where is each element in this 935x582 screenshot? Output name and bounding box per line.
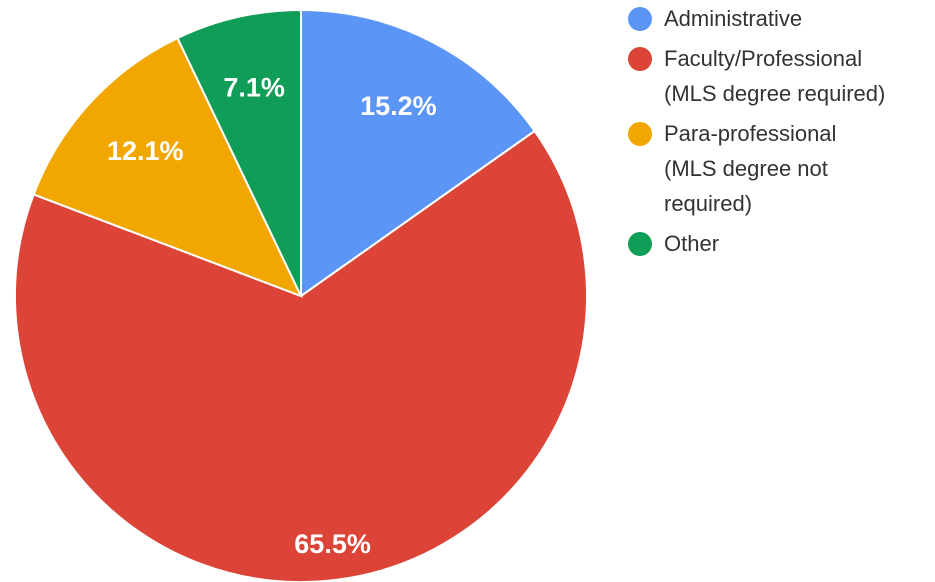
slice-label: 12.1%	[107, 136, 184, 166]
legend-item: Administrative	[628, 2, 928, 36]
legend-item: Faculty/Professional (MLS degree require…	[628, 42, 928, 111]
legend-swatch	[628, 232, 652, 256]
legend-label: Para-professional (MLS degree not requir…	[664, 121, 837, 216]
legend-swatch	[628, 47, 652, 71]
legend-label: Faculty/Professional (MLS degree require…	[664, 46, 886, 106]
pie-slice	[32, 36, 303, 298]
legend-label: Other	[664, 231, 720, 256]
slice-label: 15.2%	[360, 91, 437, 121]
pie-slice	[176, 8, 302, 297]
legend-item: Para-professional (MLS degree not requir…	[628, 117, 928, 221]
pie-slice	[300, 8, 537, 298]
legend-swatch	[628, 7, 652, 31]
legend: Administrative Faculty/Professional (MLS …	[628, 2, 928, 267]
slice-label: 7.1%	[223, 73, 285, 103]
slice-label: 65.5%	[294, 529, 371, 559]
legend-swatch	[628, 122, 652, 146]
legend-label: Administrative	[664, 6, 803, 31]
pie-slice	[14, 129, 588, 582]
legend-item: Other	[628, 227, 928, 261]
